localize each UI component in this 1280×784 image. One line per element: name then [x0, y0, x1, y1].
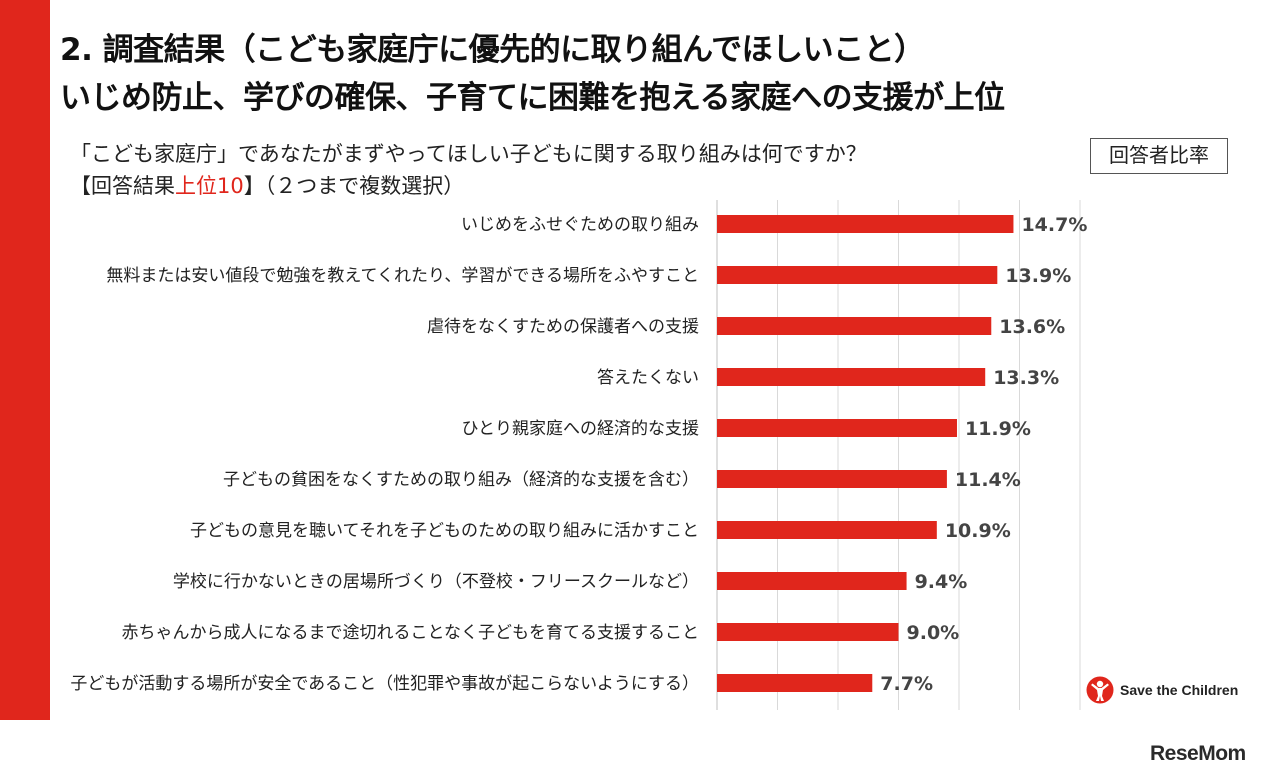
category-label: 学校に行かないときの居場所づくり（不登校・フリースクールなど）: [173, 572, 699, 592]
result-caption-suffix: 】（２つまで複数選択）: [243, 174, 465, 198]
category-label: 子どもの貧困をなくすための取り組み（経済的な支援を含む）: [223, 470, 699, 490]
bar: [717, 674, 873, 692]
result-caption: 【回答結果上位10】（２つまで複数選択）: [70, 170, 464, 200]
page-title-line1: 2. 調査結果（こども家庭庁に優先的に取り組んでほしいこと）: [60, 32, 925, 68]
bar: [717, 317, 992, 335]
value-label: 14.7%: [1021, 214, 1087, 236]
bar-chart: いじめをふせぐための取り組み 14.7% 無料または安い値段で勉強を教えてくれたり、…: [70, 200, 1087, 710]
result-caption-prefix: 【回答結果: [70, 174, 175, 198]
value-label: 10.9%: [945, 520, 1011, 542]
respondent-ratio-badge: 回答者比率: [1090, 138, 1228, 174]
resemom-watermark: ReseMom: [1150, 742, 1246, 765]
value-label: 11.9%: [965, 418, 1031, 440]
value-label: 7.7%: [880, 673, 933, 695]
category-label: 答えたくない: [597, 368, 699, 388]
result-caption-highlight: 上位10: [175, 174, 244, 198]
value-label: 9.0%: [907, 622, 960, 644]
bar: [717, 470, 947, 488]
category-label: いじめをふせぐための取り組み: [461, 215, 699, 235]
save-the-children-logo: Save the Children: [1086, 676, 1238, 704]
category-label: 虐待をなくすための保護者への支援: [427, 317, 699, 337]
category-label: 子どもの意見を聴いてそれを子どものための取り組みに活かすこと: [190, 521, 699, 541]
category-label: 無料または安い値段で勉強を教えてくれたり、学習ができる場所をふやすこと: [106, 266, 699, 286]
brand-name: Save the Children: [1120, 682, 1239, 698]
category-label: 子どもが活動する場所が安全であること（性犯罪や事故が起こらないようにする）: [70, 674, 699, 694]
bar: [717, 215, 1014, 233]
bar: [717, 572, 907, 590]
bar: [717, 623, 899, 641]
category-label: ひとり親家庭への経済的な支援: [462, 419, 700, 439]
bar: [717, 266, 998, 284]
survey-question: 「こども家庭庁」であなたがまずやってほしい子どもに関する取り組みは何ですか？: [70, 142, 867, 166]
side-accent-bar: [0, 0, 50, 720]
bar: [717, 521, 937, 539]
save-the-children-icon: [1086, 676, 1114, 704]
value-label: 9.4%: [915, 571, 968, 593]
value-label: 11.4%: [955, 469, 1021, 491]
page-title-line2: いじめ防止、学びの確保、子育てに困難を抱える家庭への支援が上位: [60, 80, 1005, 116]
bar: [717, 419, 957, 437]
category-label: 赤ちゃんから成人になるまで途切れることなく子どもを育てる支援すること: [122, 623, 700, 643]
value-label: 13.9%: [1005, 265, 1071, 287]
bar: [717, 368, 986, 386]
value-label: 13.3%: [993, 367, 1059, 389]
value-label: 13.6%: [999, 316, 1065, 338]
